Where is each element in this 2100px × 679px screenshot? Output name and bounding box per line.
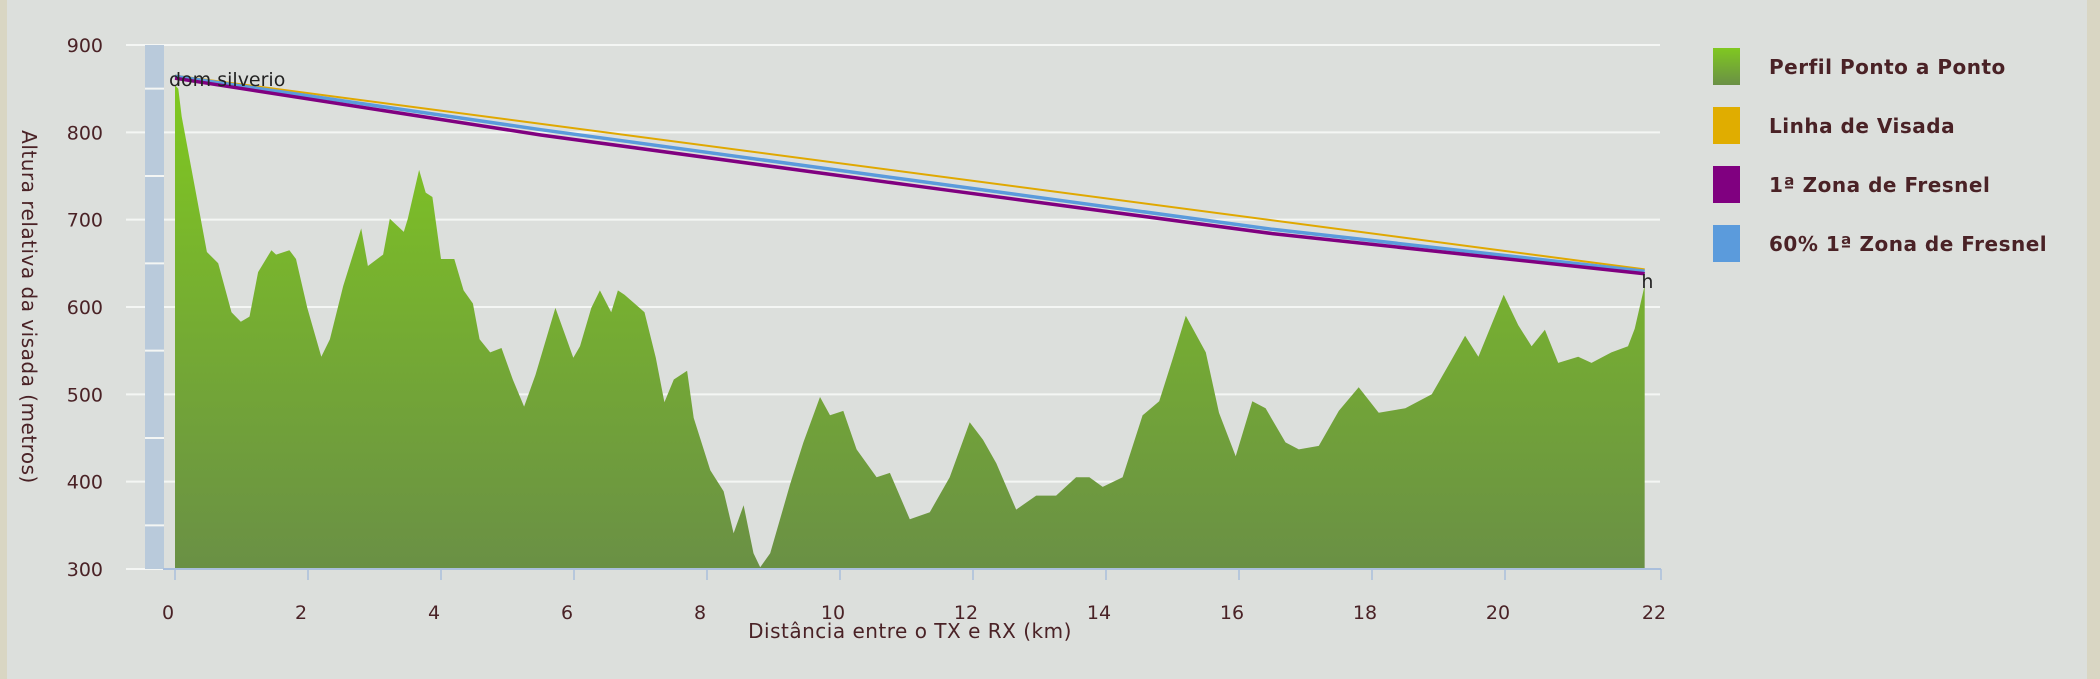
legend-swatch-fresnel-60 — [1713, 225, 1740, 262]
legend-swatch-terrain — [1713, 48, 1740, 85]
legend-label: 60% 1ª Zona de Fresnel — [1769, 231, 2048, 256]
y-tick-label: 400 — [67, 472, 103, 494]
x-tick-label: 14 — [1087, 602, 1111, 624]
legend-item[interactable]: Perfil Ponto a Ponto — [1713, 48, 2047, 85]
left-border — [0, 0, 7, 679]
x-tick-label: 8 — [694, 602, 706, 624]
legend-label: 1ª Zona de Fresnel — [1769, 172, 1991, 197]
end-point-label: h — [1641, 271, 1653, 293]
y-tick-label: 700 — [67, 210, 103, 232]
x-tick-label: 6 — [561, 602, 573, 624]
x-axis-title: Distância entre o TX e RX (km) — [748, 619, 1072, 643]
legend: Perfil Ponto a Ponto Linha de Visada 1ª … — [1713, 48, 2047, 284]
y-tick-label: 300 — [67, 559, 103, 581]
fresnel-60-line — [174, 74, 1645, 273]
legend-item[interactable]: 60% 1ª Zona de Fresnel — [1713, 225, 2047, 262]
x-tick-label: 2 — [295, 602, 307, 624]
terrain-profile-area — [175, 85, 1645, 569]
legend-item[interactable]: 1ª Zona de Fresnel — [1713, 166, 2047, 203]
legend-label: Linha de Visada — [1769, 113, 1956, 138]
right-border — [2087, 0, 2100, 679]
fresnel-zone-line — [174, 76, 1645, 276]
y-tick-label: 500 — [67, 384, 103, 406]
x-tick-label: 12 — [954, 602, 978, 624]
legend-swatch-fresnel — [1713, 166, 1740, 203]
x-tick-label: 22 — [1642, 602, 1666, 624]
legend-item[interactable]: Linha de Visada — [1713, 107, 2047, 144]
x-tick-label: 18 — [1353, 602, 1377, 624]
x-tick-label: 16 — [1220, 602, 1244, 624]
y-axis-band — [145, 45, 164, 569]
x-tick-label: 20 — [1486, 602, 1510, 624]
y-axis-title: Altura relativa da visada (metros) — [17, 130, 41, 484]
start-point-label: dom silverio — [169, 69, 285, 91]
x-tick-label: 0 — [162, 602, 174, 624]
x-tick-label: 4 — [428, 602, 440, 624]
y-tick-label: 600 — [67, 297, 103, 319]
legend-label: Perfil Ponto a Ponto — [1769, 54, 2006, 79]
x-tick-label: 10 — [821, 602, 845, 624]
y-tick-label: 800 — [67, 122, 103, 144]
legend-swatch-line-of-sight — [1713, 107, 1740, 144]
y-tick-label: 900 — [67, 35, 103, 57]
line-of-sight — [174, 74, 1645, 271]
